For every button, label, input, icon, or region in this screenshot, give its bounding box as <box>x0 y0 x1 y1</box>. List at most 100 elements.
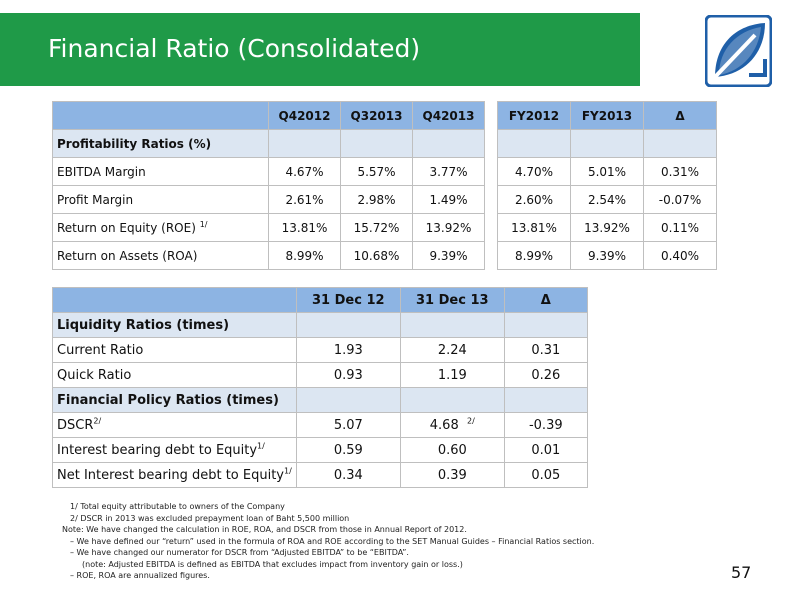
footnote-marker: 1/ <box>257 441 265 451</box>
value-cell: 15.72% <box>340 213 413 242</box>
section-cell <box>268 129 341 158</box>
header-cell: 31 Dec 12 <box>295 287 401 313</box>
section-row: Liquidity Ratios (times) <box>52 312 588 338</box>
row-label-text: Net Interest bearing debt to Equity <box>57 467 284 483</box>
value-cell: 1.93 <box>295 337 401 363</box>
header-cell: Δ <box>503 287 588 313</box>
value-cell: 8.99% <box>497 241 571 270</box>
header-cell: FY2012 <box>497 101 571 130</box>
table-row: Net Interest bearing debt to Equity1/ 0.… <box>52 462 588 488</box>
page-title: Financial Ratio (Consolidated) <box>48 34 421 63</box>
table-row: Current Ratio 1.93 2.24 0.31 <box>52 337 588 363</box>
row-label: Net Interest bearing debt to Equity1/ <box>52 462 297 488</box>
section-cell <box>399 312 505 338</box>
value-cell: 5.07 <box>295 412 401 438</box>
value-cell: 4.68 2/ <box>399 412 505 438</box>
value-cell: 10.68% <box>340 241 413 270</box>
value-cell: 2.24 <box>399 337 505 363</box>
profitability-fullyear-table: FY2012 FY2013 Δ 4.70% 5.01% 0.31% 2.60% … <box>497 101 717 270</box>
value-cell: 1.19 <box>399 362 505 388</box>
value-cell: 0.01 <box>503 437 588 463</box>
value-cell: 0.39 <box>399 462 505 488</box>
section-cell <box>503 312 588 338</box>
row-label-text: Return on Equity (ROE) <box>57 220 196 235</box>
section-cell <box>399 387 505 413</box>
header-cell: Q42013 <box>412 101 485 130</box>
row-label: Quick Ratio <box>52 362 297 388</box>
value-cell: 0.34 <box>295 462 401 488</box>
note-subitem: (note: Adjusted EBITDA is defined as EBI… <box>82 559 463 569</box>
table-row: 8.99% 9.39% 0.40% <box>497 241 717 270</box>
row-label-text: Profit Margin <box>57 192 134 207</box>
footnote-marker: 2/ <box>93 416 102 426</box>
header-cell: 31 Dec 13 <box>399 287 505 313</box>
table-row: Return on Equity (ROE) 1/ 13.81% 15.72% … <box>52 213 485 242</box>
section-cell <box>643 129 717 158</box>
value-cell: 13.92% <box>412 213 485 242</box>
header-cell-blank <box>52 101 269 130</box>
footnote-marker: 2/ <box>467 416 475 426</box>
value-cell: -0.39 <box>503 412 588 438</box>
section-label: Liquidity Ratios (times) <box>52 312 297 338</box>
table-row: 13.81% 13.92% 0.11% <box>497 213 717 242</box>
header-cell: FY2013 <box>570 101 644 130</box>
value-cell: 13.92% <box>570 213 644 242</box>
value-cell: 9.39% <box>570 241 644 270</box>
section-label: Profitability Ratios (%) <box>52 129 269 158</box>
section-cell <box>412 129 485 158</box>
section-cell <box>340 129 413 158</box>
value-cell: 0.31 <box>503 337 588 363</box>
value-cell: 9.39% <box>412 241 485 270</box>
note-item: – We have changed our numerator for DSCR… <box>70 548 409 557</box>
value-cell: 2.98% <box>340 185 413 214</box>
table-header-row: Q42012 Q32013 Q42013 <box>52 101 485 130</box>
value-cell: 0.26 <box>503 362 588 388</box>
note-item: – We have defined our “return” used in t… <box>70 536 595 546</box>
section-cell <box>295 312 401 338</box>
value-cell: 0.11% <box>643 213 717 242</box>
value-cell: 0.40% <box>643 241 717 270</box>
value-cell: 1.49% <box>412 185 485 214</box>
section-cell <box>497 129 571 158</box>
value-cell: 13.81% <box>268 213 341 242</box>
value-text: 4.68 <box>429 417 459 433</box>
table-row: Interest bearing debt to Equity1/ 0.59 0… <box>52 437 588 463</box>
row-label-text: Return on Assets (ROA) <box>57 248 198 263</box>
section-row <box>497 129 717 158</box>
value-cell: 4.70% <box>497 157 571 186</box>
row-label: Return on Equity (ROE) 1/ <box>52 213 269 242</box>
section-label: Financial Policy Ratios (times) <box>52 387 297 413</box>
section-cell <box>503 387 588 413</box>
table-row: Profit Margin 2.61% 2.98% 1.49% <box>52 185 485 214</box>
note-header: Note: We have changed the calculation in… <box>62 525 467 534</box>
value-cell: 0.59 <box>295 437 401 463</box>
footnote-1: 1/ Total equity attributable to owners o… <box>70 502 285 511</box>
value-cell: 2.60% <box>497 185 571 214</box>
value-cell: 5.57% <box>340 157 413 186</box>
table-header-row: 31 Dec 12 31 Dec 13 Δ <box>52 287 588 313</box>
title-bar <box>0 13 640 86</box>
footnote-2: 2/ DSCR in 2013 was excluded prepayment … <box>70 513 350 523</box>
footnotes: 1/ Total equity attributable to owners o… <box>62 501 594 582</box>
row-label: Profit Margin <box>52 185 269 214</box>
table-row: Quick Ratio 0.93 1.19 0.26 <box>52 362 588 388</box>
table-row: 4.70% 5.01% 0.31% <box>497 157 717 186</box>
value-cell: 0.60 <box>399 437 505 463</box>
footnote-marker: 1/ <box>199 219 208 229</box>
page-number: 57 <box>731 563 752 582</box>
table-row: 2.60% 2.54% -0.07% <box>497 185 717 214</box>
header-cell: Q42012 <box>268 101 341 130</box>
value-cell: -0.07% <box>643 185 717 214</box>
section-cell <box>570 129 644 158</box>
section-row: Profitability Ratios (%) <box>52 129 485 158</box>
table-row: EBITDA Margin 4.67% 5.57% 3.77% <box>52 157 485 186</box>
value-cell: 4.67% <box>268 157 341 186</box>
profitability-quarterly-table: Q42012 Q32013 Q42013 Profitability Ratio… <box>52 101 485 270</box>
value-cell: 0.05 <box>503 462 588 488</box>
header-cell: Q32013 <box>340 101 413 130</box>
row-label: Current Ratio <box>52 337 297 363</box>
value-cell: 3.77% <box>412 157 485 186</box>
footnote-marker: 1/ <box>284 466 292 476</box>
value-cell: 2.61% <box>268 185 341 214</box>
row-label-text: Interest bearing debt to Equity <box>57 442 258 458</box>
